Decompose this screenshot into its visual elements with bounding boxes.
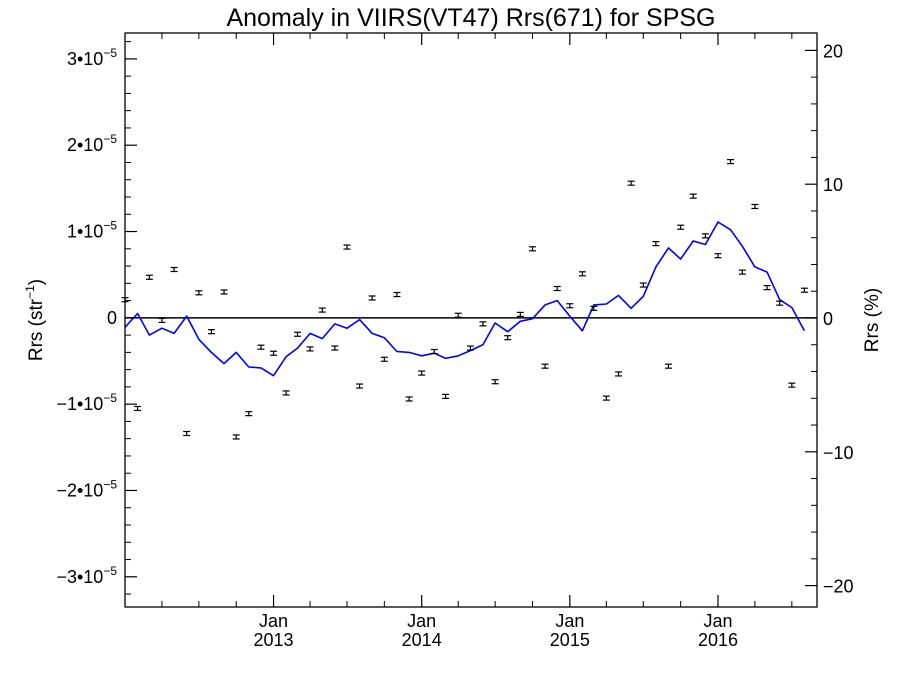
data-point <box>393 291 401 298</box>
data-point <box>701 233 709 239</box>
data-point <box>145 274 153 280</box>
left-y-axis: 3•10−5 2•10−5 1•10−5 0 −1•10−5 −2•10−5 −3•10−5 <box>56 41 137 595</box>
data-point <box>800 287 808 293</box>
data-point <box>578 271 586 277</box>
right-axis-label: Rrs (%) <box>862 288 883 352</box>
data-point <box>516 311 524 317</box>
data-point <box>776 300 784 306</box>
data-point <box>232 434 240 440</box>
data-point <box>331 345 339 351</box>
data-point <box>566 303 574 309</box>
x-tick-month-label: Jan <box>555 611 584 631</box>
left-tick-label: −2•10−5 <box>56 477 117 500</box>
x-tick-year-label: 2015 <box>550 630 590 650</box>
data-point <box>751 203 759 210</box>
data-point <box>306 346 314 352</box>
data-point <box>380 356 388 362</box>
left-tick-label: 1•10−5 <box>67 219 117 242</box>
data-point <box>368 295 376 301</box>
line-series <box>124 221 806 377</box>
data-point <box>788 382 796 388</box>
top-x-axis <box>161 33 793 45</box>
right-tick-label: 10 <box>823 175 843 195</box>
right-tick-label: 20 <box>823 41 843 61</box>
data-point <box>442 393 450 399</box>
data-point <box>714 253 722 259</box>
data-point <box>541 363 549 369</box>
right-tick-label: −20 <box>823 577 854 597</box>
right-tick-label: −10 <box>823 443 854 463</box>
x-tick-month-label: Jan <box>407 611 436 631</box>
data-point <box>418 370 426 376</box>
left-tick-label: −3•10−5 <box>56 564 117 587</box>
data-point <box>293 331 301 337</box>
data-point <box>343 244 351 250</box>
data-point <box>183 430 191 437</box>
data-point <box>245 411 253 417</box>
chart-title: Anomaly in VIIRS(VT47) Rrs(671) for SPSG <box>226 4 715 32</box>
data-point <box>170 266 178 273</box>
data-point <box>615 371 623 377</box>
data-point <box>528 246 536 252</box>
plot-frame <box>124 32 818 608</box>
left-tick-label: 3•10−5 <box>67 46 117 69</box>
data-point <box>664 363 672 369</box>
data-point <box>134 405 142 412</box>
data-point <box>652 241 660 247</box>
right-tick-label: 0 <box>823 309 833 329</box>
scatter-series <box>121 159 808 440</box>
data-point <box>466 345 474 351</box>
data-point <box>553 285 561 292</box>
data-point <box>491 379 499 385</box>
data-point <box>430 348 438 355</box>
x-tick-month-label: Jan <box>703 611 732 631</box>
data-point <box>504 335 512 341</box>
data-point <box>689 193 697 199</box>
right-y-axis: 20 10 0 −10 −20 <box>805 41 854 597</box>
data-point <box>195 290 203 296</box>
data-point <box>158 317 166 324</box>
x-tick-year-label: 2016 <box>698 630 738 650</box>
data-point <box>479 321 487 327</box>
data-point <box>207 329 215 335</box>
data-point <box>220 289 228 295</box>
left-axis-label: Rrs (str−1) <box>23 279 47 361</box>
data-point <box>282 390 290 396</box>
data-point <box>405 396 413 402</box>
left-tick-label: 2•10−5 <box>67 132 117 155</box>
data-point <box>454 312 462 318</box>
data-point <box>356 383 364 389</box>
left-tick-label: −1•10−5 <box>56 391 117 414</box>
data-point <box>318 307 326 313</box>
data-point <box>590 305 598 311</box>
blue-line <box>124 221 806 377</box>
left-tick-label: 0 <box>107 308 117 328</box>
data-point <box>677 224 685 230</box>
x-tick-year-label: 2014 <box>402 630 442 650</box>
data-point <box>602 395 610 401</box>
x-tick-year-label: 2013 <box>254 630 294 650</box>
data-point <box>738 269 746 275</box>
data-point <box>763 285 771 291</box>
data-point <box>270 350 278 356</box>
data-point <box>727 159 735 165</box>
data-point <box>257 344 265 350</box>
data-point <box>627 180 635 186</box>
x-tick-month-label: Jan <box>259 611 288 631</box>
data-point <box>639 282 647 288</box>
